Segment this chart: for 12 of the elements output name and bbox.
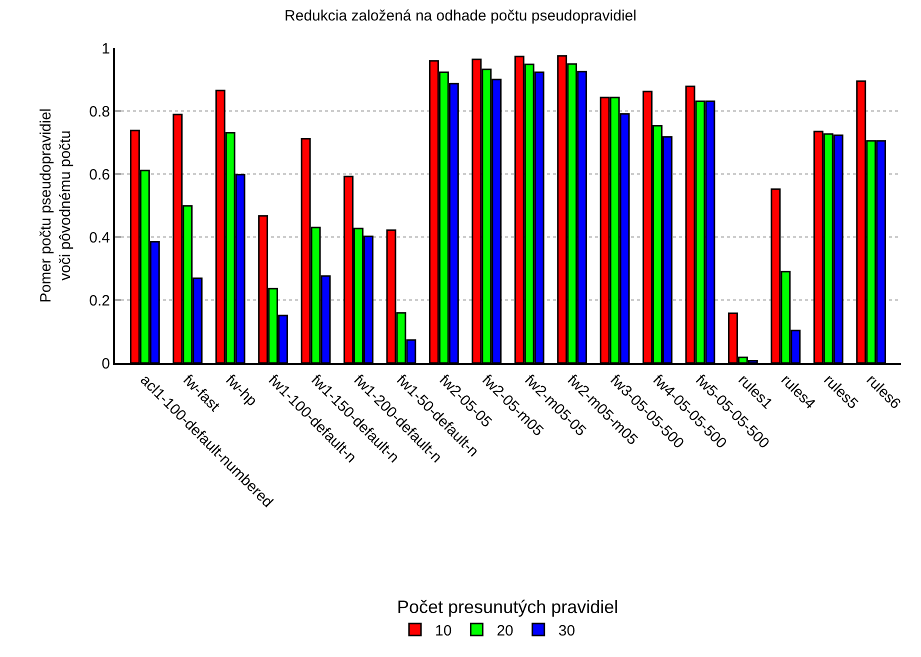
y-tick-label: 0.8	[89, 103, 110, 120]
y-tick-label: 0.2	[89, 292, 110, 310]
y-tick-label: 0.4	[89, 229, 110, 246]
y-tick-label: 0.6	[89, 166, 110, 184]
legend-title: Počet presunutých pravidiel	[397, 597, 618, 618]
chart-title: Redukcia založená na odhade počtu pseudopravidiel	[284, 7, 636, 24]
legend-label: 30	[558, 622, 576, 640]
y-axis-title: Pomer počtu pseudopravidiel voči pôvodnému počtu	[37, 108, 74, 303]
y-tick-label: 1	[102, 40, 110, 58]
legend-label: 10	[435, 622, 452, 640]
legend-label: 20	[496, 622, 514, 640]
y-tick-label: 0	[102, 355, 110, 372]
